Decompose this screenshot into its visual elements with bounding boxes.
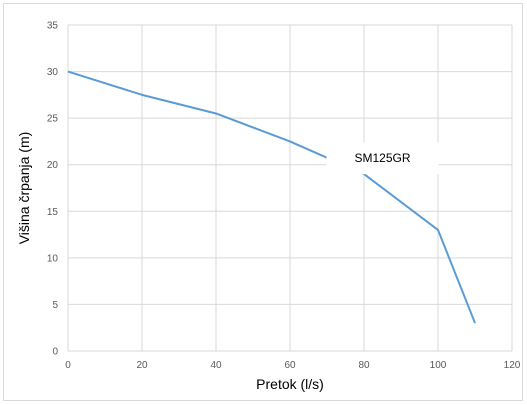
y-tick-label: 15 [47,207,59,218]
y-tick-label: 5 [52,300,58,311]
tick-labels: 0 5 10 15 20 25 30 35 0 20 40 60 80 100 120 [47,21,521,372]
x-tick-label: 100 [430,360,447,371]
annotation-label: SM125GR [354,151,410,165]
series-layer [67,70,476,324]
y-tick-label: 20 [47,160,59,171]
x-tick-label: 40 [210,360,222,371]
y-tick-label: 30 [47,67,59,78]
annotation-box [326,142,439,175]
x-tick-label: 80 [358,360,370,371]
x-tick-label: 120 [504,360,521,371]
y-tick-label: 35 [47,21,59,32]
y-tick-label: 10 [47,253,59,264]
line-chart: 0 5 10 15 20 25 30 35 0 20 40 60 80 100 120 SM125GR Pr… [16,21,521,393]
y-tick-label: 25 [47,114,59,125]
gridlines [67,24,513,352]
series-line [67,70,476,324]
x-tick-label: 20 [136,360,148,371]
x-axis-title: Pretok (l/s) [256,376,324,392]
annotation-layer: SM125GR [326,142,439,175]
y-tick-label: 0 [52,347,58,358]
x-tick-label: 60 [284,360,296,371]
chart-frame: 0 5 10 15 20 25 30 35 0 20 40 60 80 100 120 SM125GR Pr… [3,3,523,401]
y-axis-title: Višina črpanja (m) [16,132,32,245]
x-tick-label: 0 [65,360,71,371]
